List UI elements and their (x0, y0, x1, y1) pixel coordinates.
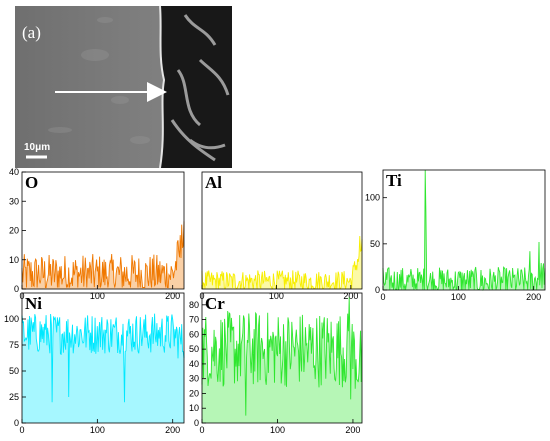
y-tick-label-ti: 50 (370, 239, 380, 249)
chart-ti: 0 100 200 0 50 100 Ti (365, 169, 546, 302)
signal-fill-ti (383, 170, 545, 290)
axes-frame-al (201, 171, 363, 290)
x-tick-label-al: 200 (343, 291, 358, 301)
x-tick-label-ni: 0 (19, 425, 24, 435)
texture-blotches (48, 17, 150, 144)
x-tick-label-ti: 200 (526, 292, 541, 302)
signal-line-al (201, 235, 363, 290)
y-tick-label-ti: 0 (375, 285, 380, 295)
x-tick-label-ni: 100 (90, 425, 105, 435)
y-tick-label-cr: 50 (189, 344, 199, 354)
element-label-cr: Cr (205, 294, 225, 313)
sem-micrograph: (a) 10μm (15, 5, 232, 169)
y-tick-label-ni: 25 (9, 392, 19, 402)
x-tick-label-ti: 0 (380, 292, 385, 302)
y-tick-label-ni: 75 (9, 340, 19, 350)
y-tick-label-o: 10 (9, 255, 19, 265)
x-tick-label-cr: 200 (345, 425, 360, 435)
signal-line-cr (201, 297, 363, 416)
x-tick-label-o: 200 (165, 291, 180, 301)
y-tick-label-cr: 60 (189, 329, 199, 339)
element-label-al: Al (205, 173, 222, 192)
chart-cr: 0 100 200 0 10 20 30 40 50 60 70 80 Cr (189, 292, 363, 435)
y-tick-label-o: 0 (14, 284, 19, 294)
x-tick-label-cr: 0 (199, 425, 204, 435)
axes-frame-ni (21, 292, 185, 424)
axes-frame-cr (201, 292, 363, 424)
y-tick-label-cr: 30 (189, 374, 199, 384)
y-tick-label-ni: 50 (9, 366, 19, 376)
y-tick-label-o: 40 (9, 167, 19, 177)
y-tick-label-ni: 100 (4, 314, 19, 324)
signal-line-o (21, 221, 185, 288)
scale-bar-label: 10μm (24, 142, 50, 153)
y-tick-label-cr: 20 (189, 388, 199, 398)
chart-ni: 0 100 200 0 25 50 75 100 Ni (4, 292, 185, 435)
y-tick-label-cr: 10 (189, 403, 199, 413)
y-tick-label-ni: 0 (14, 418, 19, 428)
y-tick-label-cr: 40 (189, 359, 199, 369)
x-tick-label-ti: 100 (451, 292, 466, 302)
y-tick-label-cr: 0 (194, 418, 199, 428)
signal-line-ti (382, 169, 546, 291)
y-tick-label-o: 30 (9, 196, 19, 206)
x-tick-label-o: 100 (90, 291, 105, 301)
x-tick-label-cr: 100 (270, 425, 285, 435)
signal-fill-cr (202, 297, 362, 423)
scale-interface (159, 5, 166, 169)
element-label-ti: Ti (386, 171, 402, 190)
signal-fill-ni (22, 313, 184, 423)
y-tick-label-cr: 70 (189, 315, 199, 325)
signal-line-ni (21, 313, 185, 403)
x-tick-label-al: 100 (269, 291, 284, 301)
y-tick-label-o: 20 (9, 226, 19, 236)
x-tick-label-ni: 200 (165, 425, 180, 435)
panel-label: (a) (22, 23, 41, 42)
y-tick-label-ti: 100 (365, 193, 380, 203)
element-label-o: O (25, 173, 38, 192)
element-label-ni: Ni (25, 294, 42, 313)
axes-frame-ti (382, 169, 546, 291)
y-tick-label-cr: 80 (189, 300, 199, 310)
scale-streaks (170, 14, 230, 162)
